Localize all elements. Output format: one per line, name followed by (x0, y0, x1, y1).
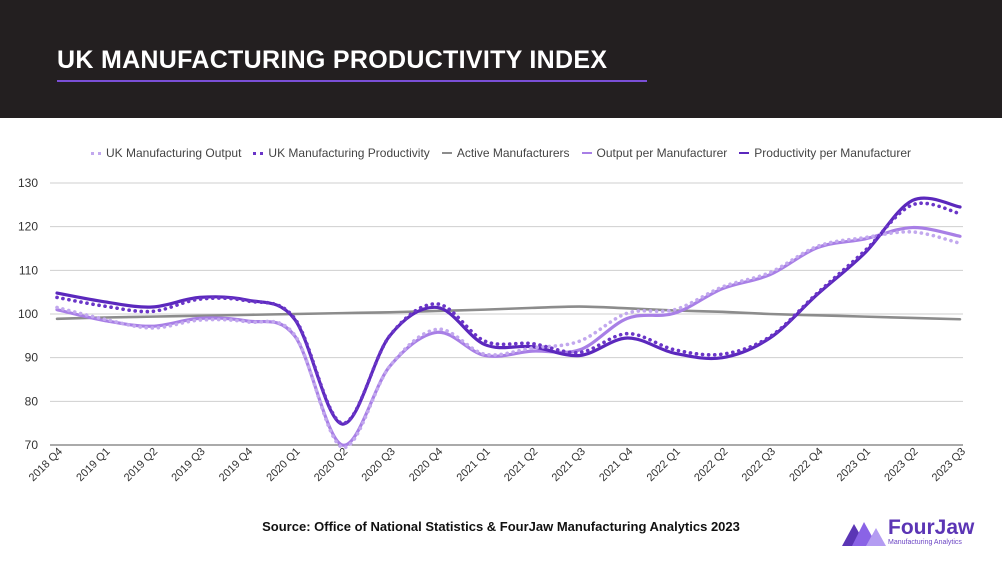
legend-item-uk-manufacturing-output: UK Manufacturing Output (91, 146, 241, 160)
series-line-active-manufacturers (55, 305, 962, 321)
x-tick-label: 2019 Q1 (74, 446, 112, 484)
y-tick-label: 70 (25, 438, 39, 452)
x-tick-label: 2019 Q3 (169, 446, 207, 484)
x-tick-label: 2022 Q2 (692, 446, 730, 484)
logo-tagline: Manufacturing Analytics (888, 539, 962, 546)
legend-label: UK Manufacturing Productivity (268, 146, 430, 160)
x-tick-label: 2020 Q1 (264, 446, 302, 484)
x-tick-label: 2023 Q2 (882, 446, 920, 484)
x-tick-label: 2023 Q3 (930, 446, 968, 484)
title-underline (57, 80, 647, 82)
x-tick-label: 2020 Q3 (359, 446, 397, 484)
legend-label: Productivity per Manufacturer (754, 146, 911, 160)
legend-swatch (581, 152, 592, 154)
source-note: Source: Office of National Statistics & … (262, 519, 740, 534)
x-tick-label: 2020 Q4 (407, 446, 445, 484)
legend-item-active-manufacturers: Active Manufacturers (441, 146, 570, 160)
series-line-productivity-per-manufacturer (55, 196, 962, 426)
page-title: UK MANUFACTURING PRODUCTIVITY INDEX (57, 46, 608, 74)
series-line-uk-manufacturing-productivity (55, 201, 962, 425)
legend-swatch (253, 151, 264, 155)
x-tick-label: 2019 Q4 (217, 446, 255, 484)
y-tick-label: 100 (18, 307, 38, 321)
logo-name: FourJaw (888, 516, 975, 539)
header-banner: UK MANUFACTURING PRODUCTIVITY INDEX (0, 0, 1002, 118)
chart-legend: UK Manufacturing Output UK Manufacturing … (0, 146, 1002, 160)
legend-item-productivity-per-manufacturer: Productivity per Manufacturer (739, 146, 911, 160)
legend-swatch (441, 152, 452, 154)
series-line-output-per-manufacturer (55, 225, 962, 447)
y-tick-label: 90 (25, 351, 39, 365)
legend-label: UK Manufacturing Output (106, 146, 242, 160)
legend-swatch (739, 152, 750, 154)
legend-swatch (91, 151, 101, 155)
x-tick-label: 2022 Q1 (645, 446, 683, 484)
x-tick-label: 2020 Q2 (312, 446, 350, 484)
legend-item-uk-manufacturing-productivity: UK Manufacturing Productivity (253, 146, 430, 160)
y-tick-label: 110 (19, 263, 38, 277)
y-tick-label: 80 (25, 394, 39, 408)
fourjaw-logo: FourJaw Manufacturing Analytics (842, 514, 975, 548)
x-tick-label: 2021 Q4 (597, 446, 635, 484)
legend-label: Output per Manufacturer (596, 146, 728, 160)
legend-label: Active Manufacturers (456, 146, 570, 160)
x-tick-label: 2021 Q1 (455, 446, 493, 484)
fourjaw-logo-icon (842, 522, 886, 546)
series-line-uk-manufacturing-output (55, 229, 962, 449)
y-tick-label: 130 (18, 176, 38, 190)
x-tick-label: 2021 Q3 (550, 446, 588, 484)
x-tick-label: 2022 Q4 (787, 446, 825, 484)
x-tick-label: 2019 Q2 (122, 446, 160, 484)
x-tick-label: 2022 Q3 (740, 446, 778, 484)
y-tick-label: 120 (18, 220, 38, 234)
x-tick-label: 2021 Q2 (502, 446, 540, 484)
x-tick-label: 2023 Q1 (835, 446, 873, 484)
legend-item-output-per-manufacturer: Output per Manufacturer (581, 146, 728, 160)
